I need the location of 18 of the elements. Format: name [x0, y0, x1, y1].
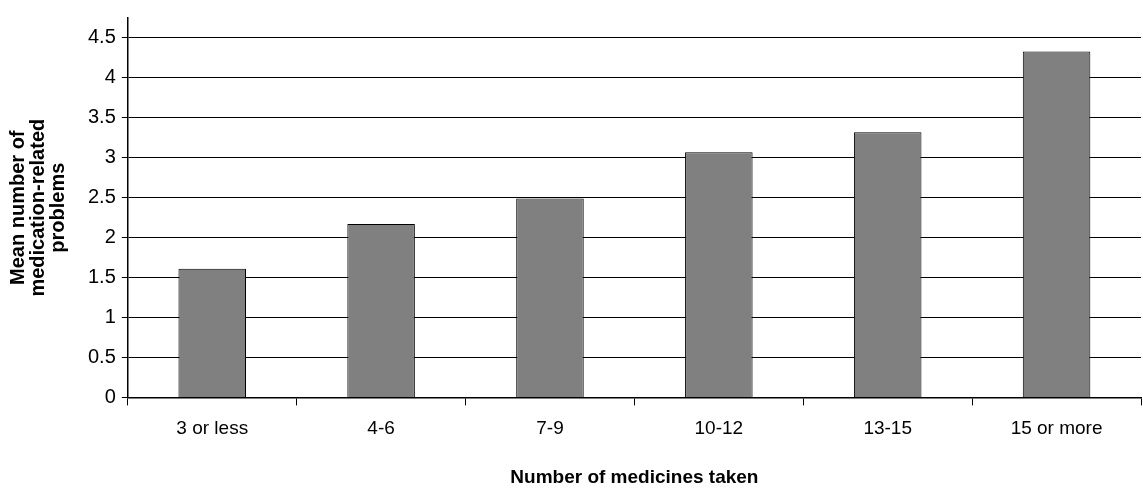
x-tick-label: 10-12	[694, 417, 744, 439]
y-tick-label: 3	[104, 145, 116, 168]
y-tick-label: 1.5	[87, 265, 116, 288]
y-tick-label: 2	[104, 225, 116, 248]
y-tick-label: 3.5	[87, 105, 116, 128]
y-tick-label: 2.5	[87, 185, 116, 208]
y-tick-label: 4.5	[87, 25, 116, 48]
x-tick-label: 7-9	[536, 417, 564, 439]
x-axis-title: Number of medicines taken	[510, 465, 759, 487]
x-tick-label: 13-15	[863, 417, 913, 439]
x-tick-label: 4-6	[367, 417, 395, 439]
y-tick-label: 1	[104, 305, 116, 328]
y-axis-title: Mean number of medication-related problems	[5, 118, 68, 297]
y-tick-label: 0.5	[87, 344, 116, 367]
y-tick-label: 0	[104, 384, 116, 407]
x-tick-label: 3 or less	[176, 417, 249, 439]
x-tick-label: 15 or more	[1010, 417, 1103, 439]
y-tick-label: 4	[104, 65, 116, 88]
